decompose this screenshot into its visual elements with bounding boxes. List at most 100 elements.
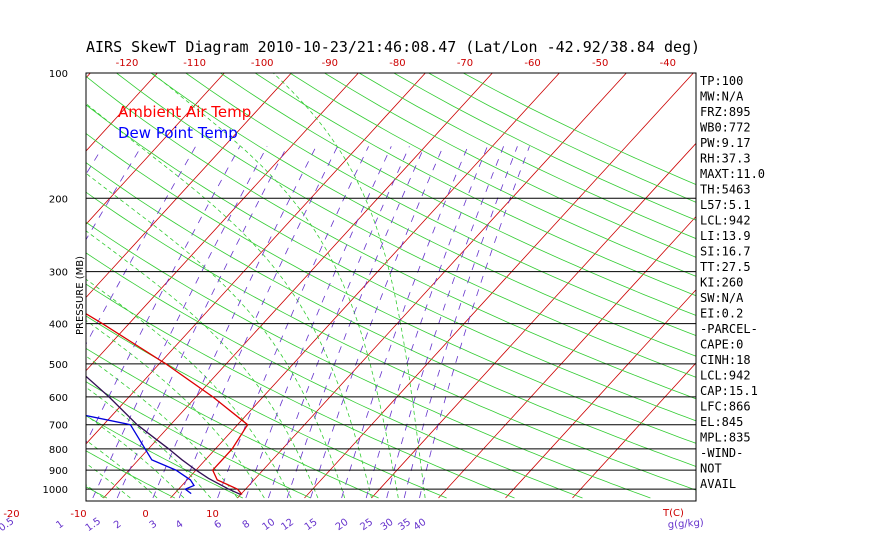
temp-bottom-tick-label: -10 [70, 509, 86, 520]
dry-adiabat-line [86, 221, 651, 499]
pressure-tick-label: 100 [49, 69, 68, 80]
index-label: TT:27.5 [700, 260, 751, 274]
dry-adiabat-line [86, 381, 311, 499]
pressure-tick-label: 700 [49, 421, 68, 432]
index-label: CINH:18 [700, 353, 751, 367]
temp-top-tick-label: -50 [592, 58, 608, 69]
index-label: LCL:942 [700, 369, 751, 383]
temp-top-tick-label: -120 [116, 58, 139, 69]
index-label: RH:37.3 [700, 152, 751, 166]
series-dew-point-temp [86, 414, 195, 495]
index-label: SW:N/A [700, 291, 744, 305]
pressure-tick-label: 1000 [43, 485, 68, 496]
moist-adiabat-line [86, 172, 346, 499]
isotherm-line [438, 215, 696, 499]
mixing-ratio-tick-label: 20 [334, 517, 351, 533]
isotherm-line [86, 73, 292, 299]
index-label: MAXT:11.0 [700, 167, 765, 181]
chart-title: AIRS SkewT Diagram 2010-10-23/21:46:08.4… [86, 38, 700, 56]
index-label: NOT [700, 462, 722, 476]
dry-adiabat-line [220, 73, 696, 316]
index-label: WB0:772 [700, 121, 751, 135]
index-label: -WIND- [700, 446, 743, 460]
index-label: LFC:866 [700, 400, 751, 414]
index-label: -PARCEL- [700, 322, 758, 336]
mixing-ratio-tick-label: 8 [241, 519, 253, 532]
series-ambient-air-temp [86, 313, 249, 495]
index-label: LI:13.9 [700, 229, 751, 243]
legend-dew-point-temp: Dew Point Temp [118, 124, 238, 142]
mixing-ratio-line [217, 146, 369, 499]
dry-adiabat-line [86, 315, 447, 499]
pressure-tick-label: 900 [49, 466, 68, 477]
dry-adiabat-line [289, 73, 696, 277]
isotherm-line [505, 289, 696, 499]
tick-labels: 1002003004005006007008009001000-50-40-30… [0, 58, 676, 534]
mixing-ratio-line [365, 146, 488, 499]
temp-top-tick-label: -70 [457, 58, 473, 69]
dry-adiabat-line [86, 347, 379, 499]
dry-adiabat-line [86, 283, 515, 499]
index-label: FRZ:895 [700, 105, 751, 119]
pressure-tick-label: 400 [49, 320, 68, 331]
dry-adiabat-line [254, 73, 696, 297]
index-label: CAPE:0 [700, 338, 743, 352]
dry-adiabat-line [86, 252, 583, 499]
series-parcel [86, 375, 241, 496]
isotherm-line [86, 73, 225, 225]
dry-adiabat-line [86, 132, 696, 444]
mixing-ratio-unit-label: g(g/kg) [667, 518, 704, 531]
mixing-ratio-tick-label: 30 [379, 517, 396, 533]
series-lines [86, 313, 249, 496]
isotherm-line [237, 73, 627, 499]
pressure-tick-label: 600 [49, 393, 68, 404]
isotherm-line [304, 73, 694, 499]
mixing-ratio-tick-label: 35 [396, 517, 413, 533]
moist-adiabat-line [151, 73, 399, 499]
index-label: TP:100 [700, 74, 743, 88]
temp-bottom-tick-label: 10 [206, 509, 219, 520]
dry-adiabat-line [185, 73, 696, 337]
temp-top-tick-label: -110 [183, 58, 206, 69]
pressure-tick-label: 800 [49, 445, 68, 456]
dry-adiabat-line [150, 73, 696, 357]
mixing-ratio-tick-label: 25 [358, 517, 375, 533]
index-label: SI:16.7 [700, 245, 751, 259]
temp-top-tick-label: -60 [524, 58, 540, 69]
temp-top-tick-label: -90 [322, 58, 338, 69]
dry-adiabat-line [86, 450, 175, 499]
index-label: KI:260 [700, 276, 743, 290]
temp-bottom-tick-label: 0 [142, 509, 148, 520]
index-label: EL:845 [700, 415, 743, 429]
index-label: CAP:15.1 [700, 384, 758, 398]
temp-unit-label: T(C) [662, 508, 684, 519]
temp-top-tick-label: -100 [251, 58, 274, 69]
plot-frame [85, 72, 697, 502]
dry-adiabat-line [86, 415, 243, 499]
index-label: EI:0.2 [700, 307, 743, 321]
mixing-ratio-tick-label: 40 [412, 517, 429, 533]
dry-adiabat-line [428, 73, 696, 203]
index-label: L57:5.1 [700, 198, 751, 212]
dry-adiabat-line [116, 73, 696, 378]
moist-adiabat-line [273, 73, 426, 499]
mixing-ratio-tick-label: 4 [174, 519, 186, 532]
moist-adiabat-line [86, 230, 319, 499]
moist-adiabat-line [86, 386, 212, 499]
dry-adiabat-line [86, 162, 696, 467]
mixing-ratio-tick-label: 3 [148, 519, 160, 532]
mixing-ratio-tick-label: 15 [303, 517, 320, 533]
index-label: PW:9.17 [700, 136, 751, 150]
isotherm-line [572, 362, 696, 499]
isotherm-line [0, 73, 23, 498]
temp-top-tick-label: -80 [389, 58, 405, 69]
mixing-ratio-tick-label: 1 [54, 519, 66, 532]
y-axis-label: PRESSURE (MB) [75, 256, 86, 335]
dry-adiabat-line [393, 73, 696, 221]
moist-adiabat-line [86, 462, 131, 499]
isotherm-line [103, 73, 493, 499]
moist-adiabat-line [86, 484, 104, 499]
index-label: LCL:942 [700, 214, 751, 228]
temp-top-tick-label: -40 [660, 58, 676, 69]
